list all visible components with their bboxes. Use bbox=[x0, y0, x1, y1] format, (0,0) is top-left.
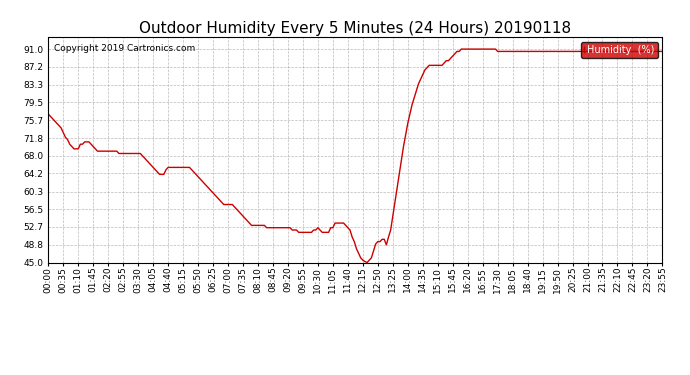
Title: Outdoor Humidity Every 5 Minutes (24 Hours) 20190118: Outdoor Humidity Every 5 Minutes (24 Hou… bbox=[139, 21, 571, 36]
Legend: Humidity  (%): Humidity (%) bbox=[582, 42, 658, 58]
Text: Copyright 2019 Cartronics.com: Copyright 2019 Cartronics.com bbox=[55, 44, 196, 53]
